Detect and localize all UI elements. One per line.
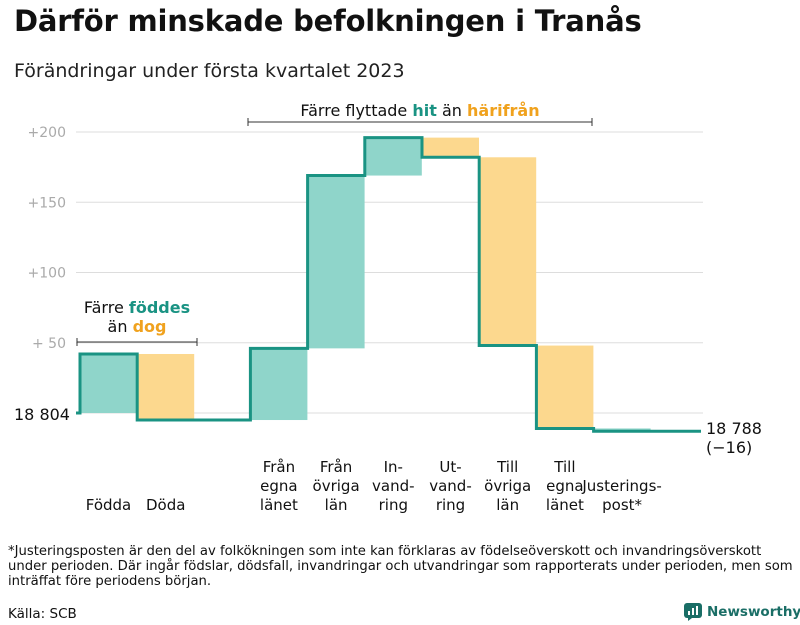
category-label: Från: [320, 458, 352, 476]
category-label: Döda: [146, 496, 185, 514]
waterfall-chart: + 50 +100 +150 +200 18 804 18 788(−16) Födda Dö…: [14, 101, 762, 514]
annotation-segment: dog: [133, 317, 167, 336]
y-tick-label: +200: [28, 125, 66, 141]
category-label: Från: [263, 458, 295, 476]
category-label: övriga: [484, 477, 531, 495]
bar-7: [536, 345, 594, 429]
annotation-births-line1: Färre föddes: [84, 298, 190, 317]
category-label: egna: [260, 477, 297, 495]
brand-name: Newsworthy: [707, 604, 800, 620]
footnote: *Justeringsposten är den del av folkökni…: [8, 544, 793, 589]
newsworthy-logo-icon: [684, 603, 702, 621]
y-tick-label: +100: [28, 266, 66, 282]
y-tick-label: +150: [28, 195, 66, 211]
annotation-segment: Färre: [84, 298, 129, 317]
bar-5: [422, 137, 479, 158]
start-value-label: 18 804: [14, 405, 70, 424]
bar-0: [80, 353, 137, 413]
category-label: post*: [602, 496, 642, 514]
category-label: vand-: [372, 477, 415, 495]
end-value-label: (−16): [706, 438, 752, 457]
category-label: länet: [546, 496, 584, 514]
category-label: In-: [384, 458, 403, 476]
category-label: övriga: [313, 477, 360, 495]
category-label: Ut-: [439, 458, 461, 476]
annotation-segment: Färre flyttade: [300, 101, 412, 120]
bar-1: [137, 353, 195, 421]
annotation-segment: än: [437, 101, 467, 120]
category-label: länet: [260, 496, 298, 514]
bar-2: [250, 348, 308, 421]
category-label: län: [496, 496, 519, 514]
bar-4: [364, 137, 422, 176]
annotation-segment: föddes: [129, 298, 190, 317]
annotation-segment: än: [108, 317, 133, 336]
category-label: Födda: [86, 496, 132, 514]
category-label: ring: [436, 496, 465, 514]
annotation-segment: härifrån: [467, 101, 540, 120]
annotation-births-line2: än dog: [108, 317, 167, 336]
category-label: Till: [496, 458, 518, 476]
annotation-segment: hit: [412, 101, 437, 120]
annotation-migration-line: Färre flyttade hit än härifrån: [300, 101, 539, 120]
y-tick-label: + 50: [32, 336, 66, 352]
chart-subtitle: Förändringar under första kvartalet 2023: [14, 60, 405, 82]
category-label: Justerings-: [581, 477, 661, 495]
bar-6: [479, 157, 537, 346]
bar-3: [307, 175, 365, 349]
category-label: egna: [546, 477, 583, 495]
category-label: Till: [553, 458, 575, 476]
source-label: Källa: SCB: [8, 606, 77, 622]
chart-title: Därför minskade befolkningen i Tranås: [14, 4, 642, 38]
category-label: ring: [379, 496, 408, 514]
category-label: vand-: [429, 477, 472, 495]
step-line: [76, 136, 701, 433]
end-value-label: 18 788: [706, 419, 762, 438]
brand-logo[interactable]: Newsworthy: [684, 603, 800, 621]
category-label: län: [325, 496, 348, 514]
